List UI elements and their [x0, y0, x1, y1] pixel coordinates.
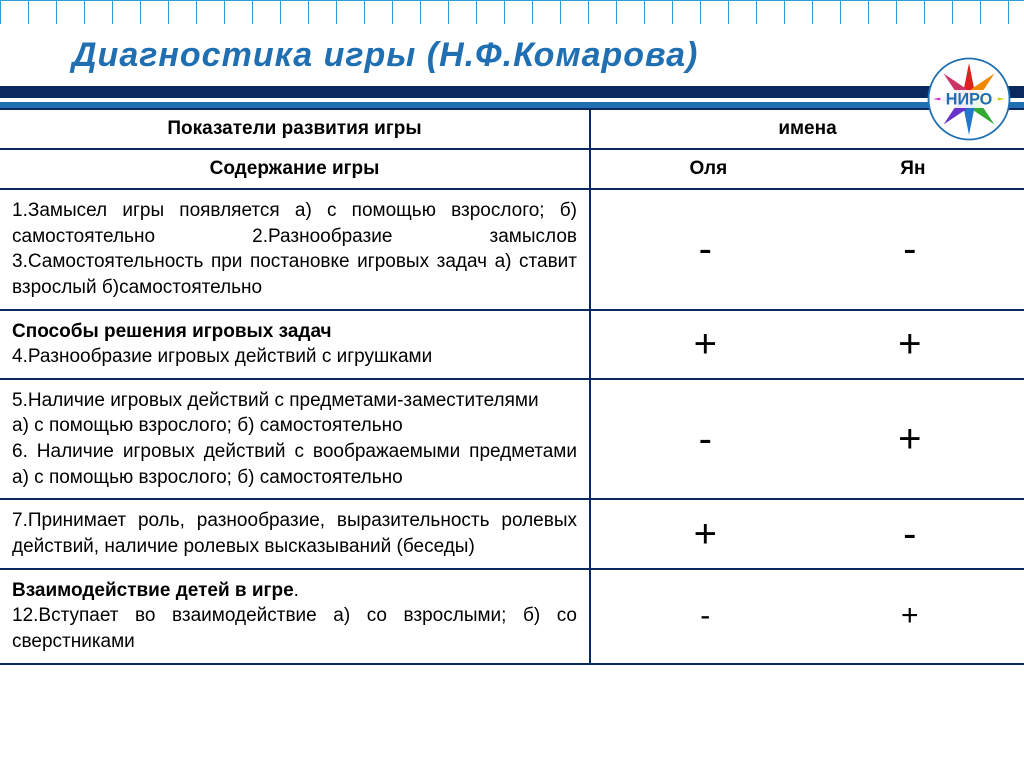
- mark-olya: +: [603, 322, 808, 367]
- mark-yan: +: [808, 322, 1013, 367]
- subheader-content: Содержание игры: [0, 149, 590, 189]
- title-band: Диагностика игры (Н.Ф.Комарова) НИРО: [0, 24, 1024, 86]
- mark-olya: +: [603, 512, 808, 557]
- mark-yan: -: [808, 512, 1013, 557]
- name-yan: Ян: [900, 158, 925, 180]
- subheader-names: Оля Ян: [590, 149, 1024, 189]
- mark-olya: -: [603, 599, 808, 633]
- table-row: 7.Принимает роль, разнообразие, выразите…: [0, 499, 1024, 568]
- marks-cell: - +: [590, 569, 1024, 664]
- table-subheader-row: Содержание игры Оля Ян: [0, 149, 1024, 189]
- table-row: 1.Замысел игры появляется а) с помощью в…: [0, 189, 1024, 310]
- table-row: Взаимодействие детей в игре.12.Вступает …: [0, 569, 1024, 664]
- table-row: Способы решения игровых задач4.Разнообра…: [0, 310, 1024, 379]
- niro-logo: НИРО: [924, 54, 1014, 144]
- indicator-text: 5.Наличие игровых действий с предметами-…: [0, 379, 590, 500]
- mark-olya: -: [603, 227, 808, 272]
- indicator-text: 1.Замысел игры появляется а) с помощью в…: [0, 189, 590, 310]
- indicator-text: Взаимодействие детей в игре.12.Вступает …: [0, 569, 590, 664]
- svg-text:НИРО: НИРО: [946, 90, 993, 108]
- col-header-indicators: Показатели развития игры: [0, 109, 590, 149]
- mark-yan: +: [808, 599, 1013, 633]
- mark-yan: +: [808, 417, 1013, 462]
- mark-yan: -: [808, 227, 1013, 272]
- diagnostics-table: Показатели развития игры имена Содержани…: [0, 108, 1024, 665]
- name-olya: Оля: [690, 158, 728, 180]
- indicator-text: Способы решения игровых задач4.Разнообра…: [0, 310, 590, 379]
- header-stripes: [0, 86, 1024, 108]
- table-row: 5.Наличие игровых действий с предметами-…: [0, 379, 1024, 500]
- marks-cell: + +: [590, 310, 1024, 379]
- marks-cell: - +: [590, 379, 1024, 500]
- marks-cell: + -: [590, 499, 1024, 568]
- marks-cell: - -: [590, 189, 1024, 310]
- mark-olya: -: [603, 417, 808, 462]
- indicator-text: 7.Принимает роль, разнообразие, выразите…: [0, 499, 590, 568]
- slide-title: Диагностика игры (Н.Ф.Комарова): [72, 36, 698, 75]
- decorative-grid-top: [0, 0, 1024, 24]
- table-header-row: Показатели развития игры имена: [0, 109, 1024, 149]
